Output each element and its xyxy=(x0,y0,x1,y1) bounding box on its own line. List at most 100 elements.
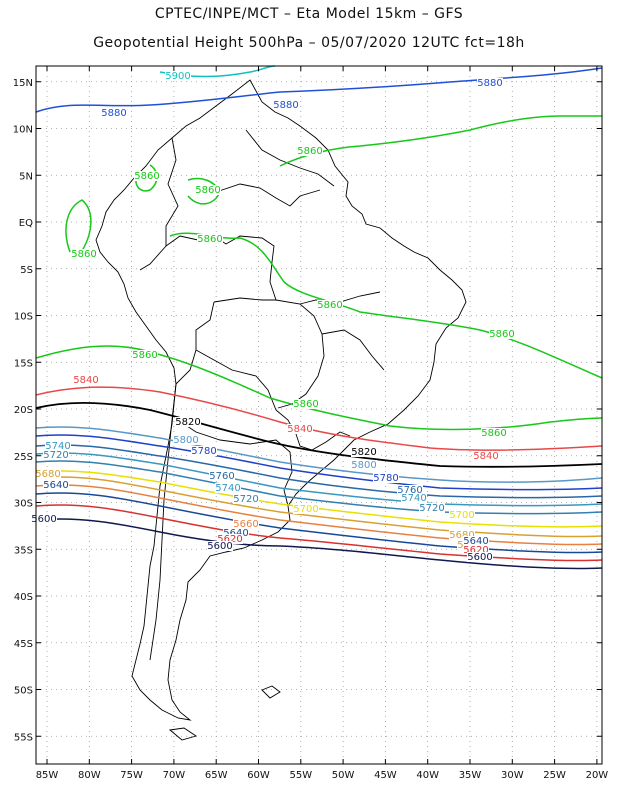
map-title-line2: Geopotential Height 500hPa – 05/07/2020 … xyxy=(93,35,525,51)
contour-label-backdrop xyxy=(489,329,515,339)
lat-tick-label: 5S xyxy=(20,265,33,276)
country-border xyxy=(177,419,293,507)
axis-tick-labels: 15N 10N 5N EQ 5S 10S 15S 20S 25S 30S 35S 40S 45S 50S 5… xyxy=(13,66,609,781)
contour-5600-label: 5600 xyxy=(467,552,492,563)
lon-tick-label: 20W xyxy=(586,770,609,781)
lon-tick-label: 80W xyxy=(78,770,101,781)
country-border xyxy=(165,235,277,301)
contour-label-backdrop xyxy=(191,446,217,456)
contour-label-backdrop xyxy=(132,350,158,360)
contour-5860-line xyxy=(169,232,603,379)
contour-label-backdrop xyxy=(35,469,61,479)
contour-label-backdrop xyxy=(481,428,507,438)
contour-5840-label: 5840 xyxy=(73,375,98,386)
contour-label-backdrop xyxy=(373,473,399,483)
lat-tick-label: 45S xyxy=(14,639,33,650)
contour-5720-line xyxy=(35,460,603,515)
contour-5640-label: 5640 xyxy=(463,536,488,547)
contour-5600-label: 5600 xyxy=(31,514,56,525)
country-border xyxy=(213,297,325,409)
lat-tick-label: 25S xyxy=(14,452,33,463)
contour-5800-label: 5800 xyxy=(351,460,376,471)
contour-label-backdrop xyxy=(477,78,503,88)
contour-5820-line xyxy=(35,402,603,468)
contour-5720-label: 5720 xyxy=(233,494,258,505)
contour-5860-label: 5860 xyxy=(317,300,342,311)
contour-5860-line xyxy=(35,345,603,431)
contour-5820-label: 5820 xyxy=(351,447,376,458)
lat-tick-label: 15S xyxy=(14,358,33,369)
contour-5760-line xyxy=(35,444,603,499)
contour-label-backdrop xyxy=(351,460,377,470)
contour-5880-label: 5880 xyxy=(101,108,126,119)
contour-5880-line xyxy=(35,67,603,113)
country-border xyxy=(175,301,215,385)
contour-5620-label: 5620 xyxy=(217,534,242,545)
contour-5860-label: 5860 xyxy=(134,171,159,182)
coastline-borders xyxy=(95,79,467,741)
contour-5880-label: 5880 xyxy=(273,100,298,111)
map-title-line1: CPTEC/INPE/MCT – Eta Model 15km – GFS xyxy=(154,6,464,22)
contour-5780-line xyxy=(35,434,603,491)
contour-label-backdrop xyxy=(71,249,97,259)
contour-5680-label: 5680 xyxy=(449,530,474,541)
contour-5840-label: 5840 xyxy=(287,424,312,435)
tierra-del-fuego xyxy=(168,727,198,741)
contour-5860-label: 5860 xyxy=(132,350,157,361)
contour-5860-label: 5860 xyxy=(489,329,514,340)
lat-tick-label: 10N xyxy=(13,125,33,136)
contour-5900-label: 5900 xyxy=(165,71,190,82)
contour-label-backdrop xyxy=(197,234,223,244)
lat-tick-label: 30S xyxy=(14,499,33,510)
lon-tick-label: 30W xyxy=(501,770,524,781)
contour-5840-line xyxy=(35,386,603,451)
lon-tick-label: 85W xyxy=(36,770,59,781)
contour-5760-label: 5760 xyxy=(209,471,234,482)
contour-label-backdrop xyxy=(215,483,241,493)
contour-5800-line xyxy=(35,426,603,483)
contour-5740-line xyxy=(35,452,603,507)
contour-label-backdrop xyxy=(43,480,69,490)
contour-5760-label: 5760 xyxy=(397,485,422,496)
contour-5880-label: 5880 xyxy=(477,78,502,89)
contour-5820-label: 5820 xyxy=(175,417,200,428)
contour-labels: 5900 5880 5880 5880 5860 5860 5860 5860 5860 5860… xyxy=(31,71,515,563)
contour-5860-line xyxy=(279,115,602,167)
contour-label-backdrop xyxy=(401,493,427,503)
contour-label-backdrop xyxy=(165,71,191,81)
contour-5640-label: 5640 xyxy=(43,480,68,491)
contour-5860-label: 5860 xyxy=(481,428,506,439)
lat-tick-label: 5N xyxy=(19,171,33,182)
contour-5720-label: 5720 xyxy=(419,503,444,514)
contour-5700-label: 5700 xyxy=(293,504,318,515)
contour-label-backdrop xyxy=(101,108,127,118)
contour-5680-label: 5680 xyxy=(35,469,60,480)
contour-5600-label: 5600 xyxy=(207,541,232,552)
contour-5840-label: 5840 xyxy=(473,451,498,462)
lat-tick-label: 20S xyxy=(14,405,33,416)
contour-label-backdrop xyxy=(467,552,493,562)
lon-tick-label: 40W xyxy=(416,770,439,781)
lat-tick-label: 10S xyxy=(14,312,33,323)
lon-tick-label: 55W xyxy=(289,770,312,781)
contour-label-backdrop xyxy=(195,185,221,195)
contour-label-backdrop xyxy=(351,447,377,457)
contour-5780-label: 5780 xyxy=(191,446,216,457)
contour-label-backdrop xyxy=(287,424,313,434)
contour-label-backdrop xyxy=(134,171,160,181)
lon-tick-label: 35W xyxy=(459,770,482,781)
lon-tick-label: 45W xyxy=(374,770,397,781)
contour-5660-line xyxy=(35,484,603,546)
country-border xyxy=(139,137,179,271)
lon-tick-label: 70W xyxy=(163,770,186,781)
contour-5640-line xyxy=(35,492,603,554)
contour-label-backdrop xyxy=(233,494,259,504)
lat-lon-grid xyxy=(36,66,602,764)
country-border xyxy=(245,129,335,187)
contour-5860-label: 5860 xyxy=(71,249,96,260)
contour-label-backdrop xyxy=(217,534,243,544)
country-border xyxy=(215,183,321,207)
lat-tick-label: 50S xyxy=(14,686,33,697)
contour-5720-label: 5720 xyxy=(43,450,68,461)
